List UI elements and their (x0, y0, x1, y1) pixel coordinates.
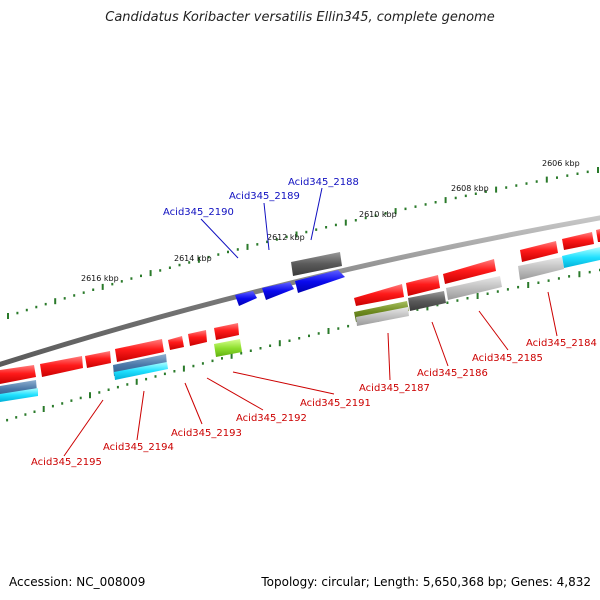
gene-block-dark-fwd (291, 252, 342, 276)
gene-arrow-2190 (235, 291, 257, 306)
scale-label-2610: 2610 kbp (359, 210, 397, 219)
scale-label-2608: 2608 kbp (451, 184, 489, 193)
scale-ticks-outer (7, 167, 599, 319)
gene-arrow-red-d (596, 229, 600, 242)
gene-label-2187: Acid345_2187 (359, 383, 430, 394)
gene-block-light-2184 (518, 257, 564, 280)
gene-arrow-2193-red (168, 336, 184, 350)
gene-arrow-2185-red (443, 259, 496, 284)
gene-arrow-2195-red (40, 356, 83, 377)
gene-block-cyan-2184 (562, 247, 600, 268)
gene-block-light-2185 (446, 276, 502, 300)
gene-arrow-far-left (0, 365, 36, 384)
gene-label-2184: Acid345_2184 (526, 338, 597, 349)
genome-title: Candidatus Koribacter versatilis Ellin34… (105, 10, 495, 25)
gene-block-grey-2187 (356, 307, 409, 326)
gene-label-2186: Acid345_2186 (417, 368, 488, 379)
gene-label-2192: Acid345_2192 (236, 413, 307, 424)
reverse-leader-lines (63, 291, 558, 457)
gene-arrow-2184-red (520, 241, 558, 262)
gene-label-2195: Acid345_2195 (31, 457, 102, 468)
gene-label-2193: Acid345_2193 (171, 428, 242, 439)
accession-text: Accession: NC_008009 (9, 575, 146, 589)
gene-block-cyan-left (0, 388, 38, 402)
reverse-strand-genes (0, 229, 600, 402)
gene-label-2194: Acid345_2194 (103, 442, 174, 453)
gene-arrow-2189 (262, 282, 294, 300)
gene-arrow-2194-red (115, 339, 164, 362)
gene-arrow-red-c (562, 232, 594, 250)
scale-labels: 2606 kbp 2608 kbp 2610 kbp 2612 kbp 2614… (81, 159, 580, 283)
topology-summary: Topology: circular; Length: 5,650,368 bp… (261, 575, 591, 589)
gene-arrow-2188 (295, 270, 345, 293)
gene-arrow-red-b (85, 351, 111, 368)
gene-label-2189: Acid345_2189 (229, 191, 300, 202)
gene-label-2190: Acid345_2190 (163, 207, 234, 218)
gene-arrow-2187-red (354, 284, 404, 306)
gene-label-2185: Acid345_2185 (472, 353, 543, 364)
scale-label-2606: 2606 kbp (542, 159, 580, 168)
forward-gene-labels: Acid345_2188 Acid345_2189 Acid345_2190 (163, 177, 359, 218)
scale-label-2612: 2612 kbp (267, 233, 305, 242)
forward-strand-genes (235, 252, 345, 306)
gene-block-cyan-2194 (114, 362, 168, 380)
gene-arrow-2186-red (406, 275, 440, 296)
gene-block-dark-2186 (408, 291, 446, 311)
gene-label-2188: Acid345_2188 (288, 177, 359, 188)
gene-label-2191: Acid345_2191 (300, 398, 371, 409)
gene-arrow-2192-red (188, 330, 207, 346)
reverse-gene-labels: Acid345_2184 Acid345_2185 Acid345_2186 A… (31, 338, 597, 468)
forward-leader-lines (200, 187, 323, 259)
scale-label-2616: 2616 kbp (81, 274, 119, 283)
gene-arrow-2191-red (214, 323, 239, 340)
scale-label-2614: 2614 kbp (174, 254, 212, 263)
gene-block-lime-2191 (214, 339, 242, 357)
